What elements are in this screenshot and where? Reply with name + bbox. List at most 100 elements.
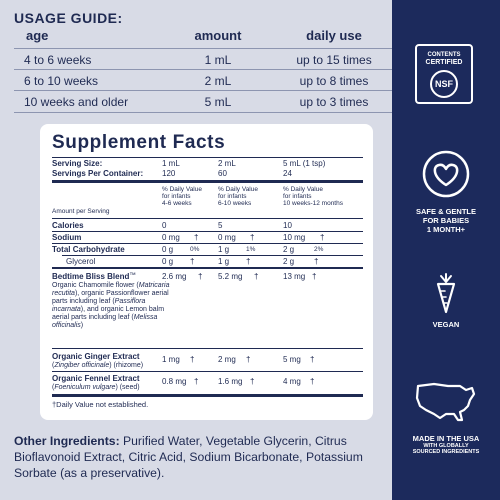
carbs-dv-2: 1% xyxy=(246,246,256,253)
glycerol-1: 0 g xyxy=(162,257,174,266)
ginger-1: 1 mg xyxy=(162,355,180,364)
carrot-icon xyxy=(436,273,456,314)
fennel-1: 0.8 mg xyxy=(162,377,187,386)
divider xyxy=(52,348,363,349)
vegan-label: VEGAN xyxy=(432,320,460,329)
glycerol-2: 1 g xyxy=(218,257,230,266)
serving-size-label: Serving Size: xyxy=(52,159,103,168)
usage-amount: 5 mL xyxy=(204,95,232,109)
fennel-dv-3: † xyxy=(310,377,315,386)
glycerol-dv-2: † xyxy=(246,257,251,266)
usage-daily: up to 15 times xyxy=(296,53,372,67)
sodium-dv-2: † xyxy=(250,233,255,242)
fennel-dv-2: † xyxy=(250,377,255,386)
dv-header-3: % Daily Value xyxy=(283,186,323,193)
usage-age: 4 to 6 weeks xyxy=(24,53,92,67)
amount-per-serving-label: Amount per Serving xyxy=(52,208,110,215)
divider xyxy=(52,394,363,397)
glycerol-dv-3: † xyxy=(314,257,319,266)
usage-guide-header: age amount daily use xyxy=(0,28,392,46)
divider xyxy=(52,371,363,372)
fennel-2: 1.6 mg xyxy=(218,377,243,386)
carbs-3: 2 g xyxy=(283,245,295,254)
blend-1: 2.6 mg xyxy=(162,272,187,281)
made-in-usa-label: MADE IN THE USA WITH GLOBALLY SOURCED IN… xyxy=(412,434,480,455)
usa-map-icon xyxy=(415,382,476,422)
nsf-certified-icon: CONTENTS CERTIFIED NSF xyxy=(415,44,473,104)
sodium-dv-3: † xyxy=(320,233,325,242)
badge-sidebar: CONTENTS CERTIFIED NSF SAFE & GENTLE FOR… xyxy=(392,0,500,500)
header-daily-use: daily use xyxy=(306,28,362,43)
divider xyxy=(62,255,363,256)
serving-size-2: 2 mL xyxy=(218,159,236,168)
usage-amount: 2 mL xyxy=(204,74,232,88)
blend-dv-1: † xyxy=(198,272,203,281)
main-content: USAGE GUIDE: age amount daily use 4 to 6… xyxy=(0,10,392,480)
servings-2: 60 xyxy=(218,169,227,178)
blend-2: 5.2 mg xyxy=(218,272,243,281)
dv-header-1-age: 4-6 weeks xyxy=(162,200,192,207)
usage-age: 6 to 10 weeks xyxy=(24,74,99,88)
divider xyxy=(52,157,363,158)
header-age: age xyxy=(26,28,49,43)
header-amount: amount xyxy=(194,28,242,43)
usage-daily: up to 8 times xyxy=(299,74,369,88)
serving-size-1: 1 mL xyxy=(162,159,180,168)
ginger-dv-2: † xyxy=(246,355,251,364)
ginger-3: 5 mg xyxy=(283,355,301,364)
usage-amount: 1 mL xyxy=(204,53,232,67)
nsf-mark: NSF xyxy=(430,70,458,98)
nsf-line2: CERTIFIED xyxy=(425,59,463,66)
usage-guide-title: USAGE GUIDE: xyxy=(14,10,123,26)
heart-icon xyxy=(422,150,470,198)
servings-label: Servings Per Container: xyxy=(52,169,144,178)
fennel-latin: (Foeniculum vulgare) (seed) xyxy=(52,384,140,391)
usage-age: 10 weeks and older xyxy=(24,95,129,109)
calories-3: 10 xyxy=(283,221,292,230)
servings-3: 24 xyxy=(283,169,292,178)
footnote: †Daily Value not established. xyxy=(52,400,149,409)
ginger-dv-1: † xyxy=(190,355,195,364)
sodium-label: Sodium xyxy=(52,233,82,242)
carbs-label: Total Carbohydrate xyxy=(52,245,125,254)
nsf-line1: CONTENTS xyxy=(427,52,461,58)
fennel-3: 4 mg xyxy=(283,377,301,386)
sodium-2: 0 mg xyxy=(218,233,236,242)
dv-header-1: % Daily Value xyxy=(162,186,202,193)
usage-row: 10 weeks and older 5 mL up to 3 times xyxy=(14,90,392,113)
sodium-3: 10 mg xyxy=(283,233,306,242)
usage-row: 6 to 10 weeks 2 mL up to 8 times xyxy=(14,69,392,91)
calories-2: 5 xyxy=(218,221,223,230)
blend-label: Bedtime Bliss Blend™ xyxy=(52,272,136,281)
blend-description: Organic Chamomile flower (Matricaria rec… xyxy=(52,282,170,329)
glycerol-dv-1: † xyxy=(190,257,195,266)
ginger-dv-3: † xyxy=(310,355,315,364)
divider xyxy=(52,243,363,244)
dv-header-1-sub: for infants xyxy=(162,193,191,200)
supplement-facts-title: Supplement Facts xyxy=(52,132,226,153)
divider xyxy=(52,231,363,232)
fennel-dv-1: † xyxy=(194,377,199,386)
fennel-label: Organic Fennel Extract xyxy=(52,374,140,383)
dv-header-2: % Daily Value xyxy=(218,186,258,193)
sodium-1: 0 mg xyxy=(162,233,180,242)
other-ingredients-text: Purified Water, Vegetable Glycerin, Citr… xyxy=(14,434,363,480)
divider xyxy=(52,180,363,183)
blend-3: 13 mg xyxy=(283,272,306,281)
blend-dv-2: † xyxy=(254,272,259,281)
sodium-dv-1: † xyxy=(194,233,199,242)
usage-daily: up to 3 times xyxy=(299,95,369,109)
ginger-latin: (Zingiber officinale) (rhizome) xyxy=(52,362,144,369)
calories-1: 0 xyxy=(162,221,167,230)
supplement-facts-panel: Supplement Facts Serving Size: 1 mL 2 mL… xyxy=(40,124,373,420)
servings-1: 120 xyxy=(162,169,176,178)
dv-header-3-sub: for infants xyxy=(283,193,312,200)
other-ingredients-label: Other Ingredients: xyxy=(14,434,120,448)
carbs-1: 0 g xyxy=(162,245,174,254)
safe-gentle-label: SAFE & GENTLE FOR BABIES 1 MONTH+ xyxy=(415,207,476,234)
dv-header-3-age: 10 weeks-12 months xyxy=(283,200,343,207)
divider xyxy=(52,267,363,269)
calories-label: Calories xyxy=(52,221,84,230)
dv-header-2-sub: for infants xyxy=(218,193,247,200)
carbs-dv-3: 2% xyxy=(314,246,324,253)
